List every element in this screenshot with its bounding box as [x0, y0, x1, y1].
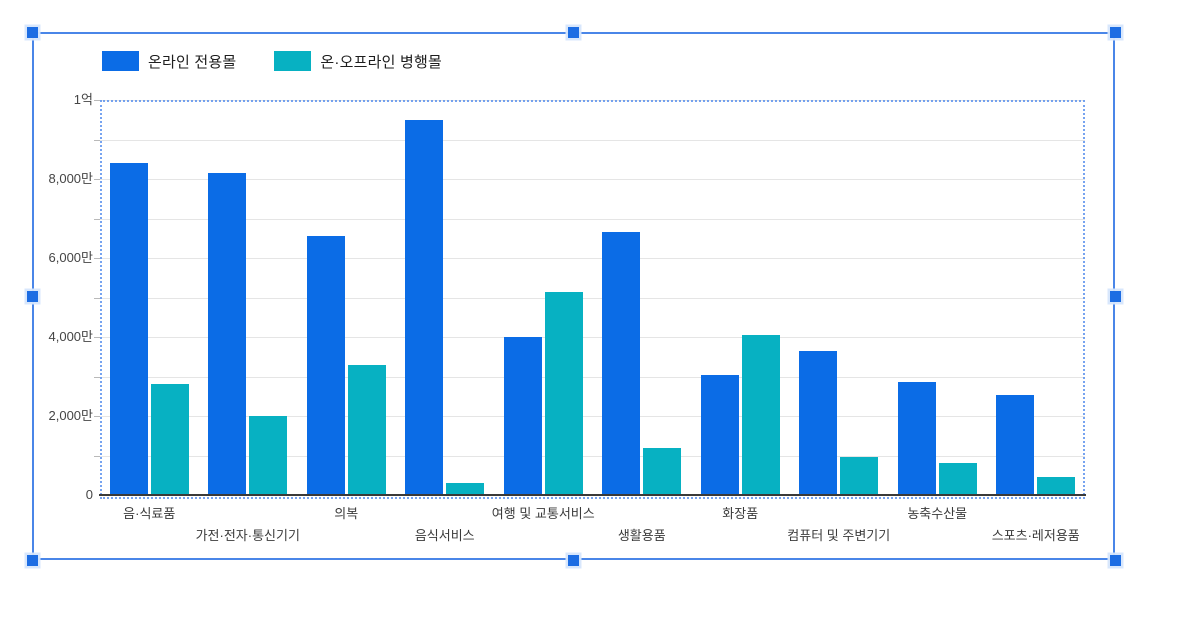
bar[interactable]: [996, 395, 1035, 495]
bar[interactable]: [249, 416, 288, 495]
chart-canvas[interactable]: 온라인 전용몰 온·오프라인 병행몰 0 2,000만 4,000만 6,000만 8,…: [32, 32, 1115, 560]
gridline: [100, 455, 1085, 457]
bar[interactable]: [1037, 477, 1076, 495]
x-axis-category-label: 생활용품: [617, 528, 666, 543]
selection-handle-bottom-right[interactable]: [1110, 555, 1121, 566]
y-axis-label: 1억: [73, 92, 93, 107]
y-axis-tick: [94, 179, 100, 180]
x-axis-category-label: 가전·전자·통신기기: [195, 528, 300, 543]
bar[interactable]: [840, 457, 879, 495]
x-axis-category-label: 음·식료품: [123, 506, 176, 521]
y-axis-tick: [94, 376, 100, 378]
y-axis-label: 2,000만: [48, 408, 94, 423]
bar[interactable]: [544, 292, 583, 495]
legend-item-online-only[interactable]: 온라인 전용몰: [102, 51, 236, 72]
y-axis-label: 0: [85, 487, 93, 502]
x-axis-category-label: 여행 및 교통서비스: [491, 506, 595, 521]
x-axis-category-label: 음식서비스: [414, 528, 475, 543]
legend-item-on-offline[interactable]: 온·오프라인 병행몰: [274, 51, 442, 72]
legend-label: 온라인 전용몰: [148, 53, 237, 71]
bar-group-2: [199, 100, 298, 495]
y-axis-tick: [94, 297, 100, 299]
bar[interactable]: [347, 365, 386, 495]
bar[interactable]: [741, 335, 780, 495]
bar-group-4: [396, 100, 495, 495]
selection-handle-top-right[interactable]: [1110, 27, 1121, 38]
y-axis-label: 4,000만: [48, 329, 94, 344]
gridline: [100, 376, 1085, 378]
bar[interactable]: [643, 448, 682, 495]
bar-group-5: [494, 100, 593, 495]
gridline: [100, 416, 1085, 417]
bar[interactable]: [602, 232, 641, 495]
selection-handle-middle-left[interactable]: [27, 291, 38, 302]
bar[interactable]: [208, 173, 247, 495]
y-axis-label: 6,000만: [48, 250, 94, 265]
bar[interactable]: [150, 384, 189, 495]
legend-swatch-on-offline: [274, 51, 312, 71]
bar[interactable]: [405, 120, 444, 495]
bar-group-10: [987, 100, 1086, 495]
x-axis-category-label: 의복: [334, 506, 359, 521]
selection-handle-bottom-center[interactable]: [568, 555, 579, 566]
legend-swatch-online-only: [102, 51, 139, 71]
bar[interactable]: [700, 375, 739, 495]
selection-handle-middle-right[interactable]: [1110, 291, 1121, 302]
gridline: [100, 139, 1085, 141]
y-axis-tick: [94, 337, 100, 338]
bar[interactable]: [897, 382, 936, 495]
bar[interactable]: [938, 463, 977, 495]
bar-group-1: [100, 100, 199, 495]
bar-group-9: [888, 100, 987, 495]
selection-handle-top-center[interactable]: [568, 27, 579, 38]
gridline: [100, 337, 1085, 338]
bar[interactable]: [446, 483, 485, 495]
x-axis-category-label: 화장품: [722, 506, 759, 521]
legend-label: 온·오프라인 병행몰: [320, 53, 442, 71]
bar[interactable]: [109, 163, 148, 495]
selection-handle-bottom-left[interactable]: [27, 555, 38, 566]
y-axis-tick: [94, 218, 100, 220]
x-axis-category-label: 농축수산물: [907, 506, 968, 521]
x-axis-category-label: 컴퓨터 및 주변기기: [787, 528, 891, 543]
bar-group-8: [790, 100, 889, 495]
bar[interactable]: [799, 351, 838, 495]
y-axis-tick: [94, 455, 100, 457]
y-axis-label: 8,000만: [48, 171, 94, 186]
bar[interactable]: [503, 337, 542, 495]
gridline: [100, 258, 1085, 259]
y-axis-tick: [94, 258, 100, 259]
bar-group-7: [691, 100, 790, 495]
bar-group-6: [593, 100, 692, 495]
gridline: [100, 179, 1085, 180]
y-axis-tick: [94, 416, 100, 417]
y-axis-tick: [94, 139, 100, 141]
gridline: [100, 297, 1085, 299]
x-axis-baseline: [99, 494, 1086, 496]
bar[interactable]: [306, 236, 345, 495]
x-axis-category-label: 스포츠·레저용품: [991, 528, 1080, 543]
bar-group-3: [297, 100, 396, 495]
y-axis-tick: [94, 100, 100, 101]
selection-handle-top-left[interactable]: [27, 27, 38, 38]
chart-legend: 온라인 전용몰 온·오프라인 병행몰: [102, 50, 442, 72]
gridline: [100, 218, 1085, 220]
